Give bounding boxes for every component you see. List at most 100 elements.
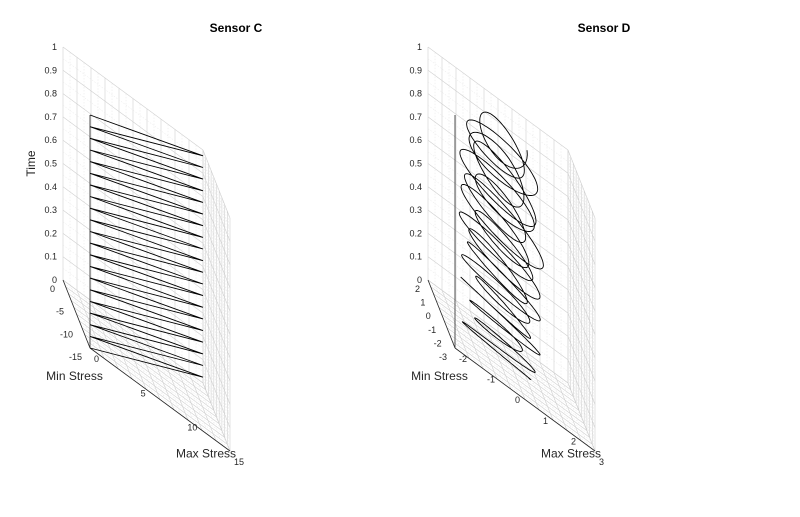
series-line [89, 114, 204, 378]
grid-line [62, 268, 204, 372]
series-line [458, 111, 544, 380]
grid-line [427, 128, 569, 232]
y-tick-label: -3 [439, 352, 447, 362]
z-tick-label: 0.5 [409, 159, 422, 169]
x-tick-label: 2 [571, 436, 576, 446]
grid-line [202, 219, 231, 289]
grid-line [427, 279, 569, 384]
series-layer [458, 111, 544, 380]
z-tick-label: 0.2 [44, 228, 57, 238]
x-tick-label: -1 [487, 375, 495, 385]
grid-line [62, 151, 204, 256]
grid-line [567, 266, 596, 335]
grid-line [202, 161, 231, 230]
grid-line [567, 243, 596, 312]
grid-line [202, 184, 231, 254]
grid-line [83, 330, 224, 435]
z-tick-label: 0 [417, 275, 422, 285]
grid-line [553, 372, 582, 441]
grid-line [202, 208, 231, 277]
y-tick-label: -15 [69, 352, 82, 362]
chart-title: Sensor C [210, 21, 263, 35]
grid-line [441, 313, 582, 418]
grid-line [567, 208, 596, 277]
grid-line [431, 289, 573, 394]
grid-line [68, 293, 209, 397]
grid-line [438, 306, 579, 411]
grid-line [62, 163, 204, 267]
grid-line [567, 254, 596, 323]
grid-line [427, 151, 569, 256]
grid-line [62, 221, 204, 325]
y-axis-label: Min Stress [46, 369, 103, 383]
grid-line [181, 367, 210, 436]
grid-line [75, 310, 216, 414]
grid-line [202, 149, 231, 219]
z-tick-label: 0.4 [44, 182, 57, 192]
grid-line [567, 161, 596, 230]
grid-line [73, 306, 214, 411]
z-tick-label: 0.3 [44, 205, 57, 215]
grid-line [62, 174, 204, 279]
axes-layer [427, 115, 596, 452]
grid-line [153, 346, 182, 416]
grid-line [76, 313, 217, 418]
z-tick-label: 0 [52, 275, 57, 285]
y-tick-label: 0 [426, 311, 431, 321]
grid-line [427, 174, 569, 279]
x-tick-label: 10 [187, 423, 197, 433]
grid-line [202, 382, 231, 452]
grid-line [567, 382, 596, 452]
grid-line [202, 243, 231, 312]
grid-line [427, 163, 569, 267]
grid-line [72, 303, 213, 408]
z-tick-label: 0.6 [44, 135, 57, 145]
grid-layer [62, 46, 231, 452]
grid-line [435, 300, 577, 404]
z-tick-label: 0.6 [409, 135, 422, 145]
grid-line [427, 116, 569, 221]
x-tick-label: -2 [459, 354, 467, 364]
y-axis-line [427, 279, 456, 349]
grid-line [202, 266, 231, 335]
grid-line [77, 317, 218, 421]
grid-line [567, 149, 596, 219]
grid-line [62, 58, 204, 162]
z-axis-label: Time [24, 150, 38, 177]
grid-line [448, 330, 589, 435]
y-tick-label: -1 [428, 325, 436, 335]
grid-line [427, 70, 569, 174]
grid-line [62, 128, 204, 232]
grid-line [202, 196, 231, 265]
grid-line [427, 139, 569, 244]
z-tick-label: 0.7 [409, 112, 422, 122]
chart-sensor-c: 00.10.20.30.40.50.60.70.80.910-5-10-15 05… [24, 21, 263, 467]
grid-line [62, 116, 204, 221]
x-tick-label: 5 [141, 388, 146, 398]
grid-line [567, 219, 596, 289]
grid-line [62, 139, 204, 244]
x-axis-label: Max Stress [541, 447, 601, 461]
grid-line [427, 221, 569, 325]
grid-line [429, 283, 570, 387]
z-tick-label: 1 [52, 42, 57, 52]
grid-line [546, 367, 575, 436]
grid-line [427, 81, 569, 186]
grid-line [167, 357, 196, 426]
grid-line [427, 105, 569, 209]
grid-line [62, 105, 204, 209]
grid-line [139, 336, 168, 405]
z-tick-label: 0.1 [409, 252, 422, 262]
grid-line [85, 337, 227, 442]
z-tick-label: 0.3 [409, 205, 422, 215]
grid-line [62, 198, 204, 302]
grid-line [202, 254, 231, 323]
grid-line [450, 337, 592, 442]
grid-line [525, 351, 554, 421]
y-tick-label: 2 [415, 284, 420, 294]
x-axis-line [89, 347, 231, 452]
x-tick-label: 0 [94, 354, 99, 364]
